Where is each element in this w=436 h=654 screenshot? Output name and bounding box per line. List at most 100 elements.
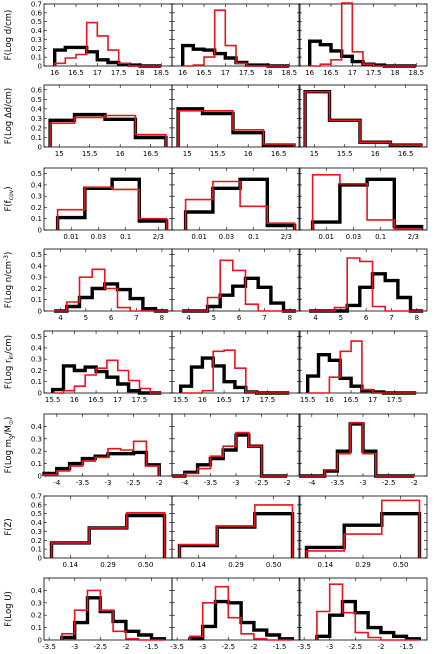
y-tick-label: 0.2 (31, 45, 42, 53)
x-tick-label: 17.5 (239, 69, 255, 77)
x-tick-label: -1.5 (145, 643, 159, 651)
y-tick-label: 0.3 (31, 36, 42, 44)
x-tick-label: -3.5 (170, 643, 184, 651)
y-axis-label: F(Log n/cm-3) (3, 252, 14, 309)
x-tick-label: 7 (389, 314, 393, 322)
x-tick-label: -4 (308, 479, 316, 487)
red-histogram (52, 359, 162, 394)
x-tick-label: 15 (310, 150, 319, 158)
x-tick-label: 16.5 (216, 396, 232, 404)
x-tick-label: 15.5 (45, 396, 61, 404)
x-tick-label: 0.1 (248, 233, 259, 241)
y-tick-label: 0.2 (31, 448, 42, 456)
x-tick-label: 18.5 (409, 69, 425, 77)
x-tick-label: -2 (284, 479, 291, 487)
x-tick-label: 0.03 (91, 233, 107, 241)
black-histogram (299, 422, 415, 478)
x-tick-label: -3 (360, 479, 367, 487)
y-tick-label: 0.4 (31, 587, 43, 595)
red-histogram (316, 583, 420, 641)
y-tick-label: 0.6 (31, 86, 43, 94)
black-histogram (54, 282, 169, 313)
panel-frame (171, 577, 301, 641)
black-histogram (309, 272, 424, 313)
black-histogram (177, 512, 295, 558)
y-tick-label: 0 (38, 308, 42, 316)
black-histogram (182, 276, 297, 313)
x-tick-label: 15.5 (337, 150, 353, 158)
y-tick-label: 0 (38, 144, 42, 152)
x-tick-label: 17.5 (366, 69, 382, 77)
y-tick-label: 0 (38, 227, 42, 235)
y-tick-label: 0.1 (31, 624, 42, 632)
x-tick-label: 4 (186, 314, 191, 322)
x-tick-label: -3.5 (76, 479, 90, 487)
black-histogram (315, 599, 421, 641)
y-tick-label: 0 (38, 637, 42, 645)
red-histogram (189, 585, 293, 641)
x-tick-label: 2/3 (281, 233, 292, 241)
y-tick-label: 0.3 (31, 274, 42, 282)
y-tick-label: 0.5 (31, 96, 42, 104)
red-histogram (56, 186, 168, 230)
y-tick-label: 0.5 (31, 510, 42, 518)
y-tick-label: 0.4 (31, 519, 43, 527)
y-tick-label: 0.4 (31, 423, 43, 431)
x-tick-label: 0.29 (100, 561, 116, 569)
x-tick-label: 7 (262, 314, 266, 322)
x-tick-label: -3 (326, 643, 333, 651)
black-histogram (304, 512, 422, 558)
y-tick-label: 0.5 (31, 333, 42, 341)
y-tick-label: 0.3 (31, 599, 42, 607)
x-tick-label: -3 (105, 479, 112, 487)
black-histogram (55, 177, 169, 230)
panel-frame (298, 3, 428, 67)
y-axis-label: F(Log mg/M⊙) (4, 417, 15, 474)
y-tick-label: 0.6 (31, 9, 43, 17)
red-histogram (180, 349, 290, 394)
x-tick-label: -3.5 (297, 643, 311, 651)
x-tick-label: 17 (241, 396, 250, 404)
x-tick-label: -3.5 (42, 643, 56, 651)
y-tick-label: 0.4 (31, 181, 43, 189)
x-tick-label: 0.01 (191, 233, 207, 241)
x-tick-label: -2.5 (382, 479, 396, 487)
red-histogram (309, 257, 424, 312)
x-tick-label: 8 (288, 314, 292, 322)
panel-frame (298, 248, 428, 312)
x-tick-label: -2.5 (93, 643, 107, 651)
red-histogram (53, 21, 162, 67)
y-axis-label: F(Log Δd/cm) (4, 88, 14, 144)
x-tick-label: -2.5 (127, 479, 141, 487)
x-tick-label: 17 (368, 396, 377, 404)
panel-frame (171, 330, 301, 394)
panel-frame (298, 330, 428, 394)
x-tick-label: -2 (377, 643, 384, 651)
x-tick-label: -3.5 (331, 479, 345, 487)
x-tick-label: 0.14 (318, 561, 334, 569)
y-tick-label: 0.7 (31, 493, 42, 501)
x-tick-label: 18.5 (154, 69, 170, 77)
y-tick-label: 0 (38, 473, 42, 481)
black-histogram (42, 450, 161, 476)
y-tick-label: 0.2 (31, 537, 42, 545)
y-tick-label: 0 (38, 390, 42, 398)
x-tick-label: 16.5 (398, 150, 414, 158)
x-tick-label: 16.5 (196, 69, 212, 77)
x-tick-label: 16 (70, 396, 79, 404)
x-tick-label: 15 (55, 150, 64, 158)
x-tick-label: 16 (50, 69, 59, 77)
x-tick-label: 16 (371, 150, 380, 158)
x-tick-label: 7 (134, 314, 138, 322)
x-tick-label: -2 (156, 479, 163, 487)
x-tick-label: -1.5 (400, 643, 414, 651)
y-tick-label: 0.4 (31, 105, 43, 113)
x-tick-label: 16.5 (68, 69, 84, 77)
x-tick-label: -3 (199, 643, 206, 651)
y-axis-label: F(Log U) (4, 591, 14, 627)
red-histogram (304, 90, 422, 147)
y-tick-label: 0.1 (31, 460, 42, 468)
y-tick-label: 0.2 (31, 612, 42, 620)
x-tick-label: 0.03 (346, 233, 362, 241)
x-tick-label: 16.5 (143, 150, 159, 158)
